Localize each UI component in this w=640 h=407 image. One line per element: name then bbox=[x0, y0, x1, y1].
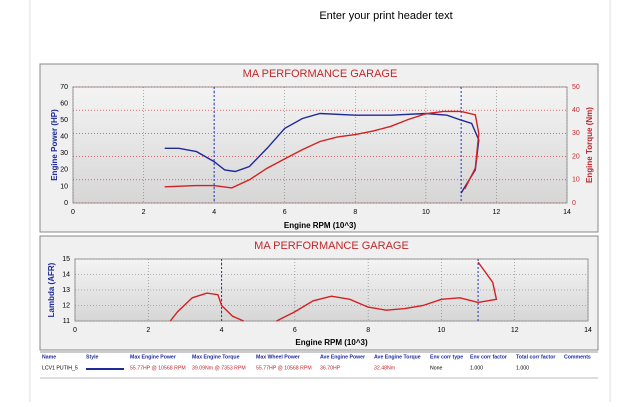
table-cell: 36.70HP bbox=[320, 365, 341, 371]
x-tick-label: 0 bbox=[71, 209, 75, 216]
x-tick-label: 14 bbox=[584, 327, 592, 334]
x-tick-label: 4 bbox=[220, 327, 224, 334]
column-header: Env corr type bbox=[430, 354, 463, 360]
header: Enter your print header text bbox=[319, 10, 452, 22]
y-tick-label: 70 bbox=[60, 84, 68, 91]
y-tick-label: 50 bbox=[60, 117, 68, 124]
plot-area bbox=[72, 86, 568, 204]
column-header: Max Wheel Power bbox=[256, 354, 300, 360]
column-header: Env corr factor bbox=[470, 354, 507, 360]
table-cell: 39.09Nm @ 7353 RPM bbox=[192, 365, 246, 371]
y-tick-label: 10 bbox=[60, 183, 68, 190]
x-tick-label: 6 bbox=[283, 209, 287, 216]
table-cell: LCV1 PUTIH_5 bbox=[42, 365, 78, 371]
table-cell: 32.48Nm bbox=[374, 365, 395, 371]
y2-axis-label: Engine Torque (Nm) bbox=[585, 107, 594, 183]
chart-title: MA PERFORMANCE GARAGE bbox=[254, 240, 409, 252]
series-line bbox=[169, 261, 498, 322]
table-cell: 1.000 bbox=[516, 365, 529, 371]
series-line bbox=[164, 112, 480, 194]
y2-tick-label: 40 bbox=[572, 107, 580, 114]
column-header: Ave Engine Power bbox=[320, 354, 365, 360]
y-tick-label: 12 bbox=[62, 302, 70, 309]
y-tick-label: 40 bbox=[60, 134, 68, 141]
y-tick-label: 15 bbox=[62, 256, 70, 263]
chart-title: MA PERFORMANCE GARAGE bbox=[243, 68, 398, 80]
x-tick-label: 12 bbox=[511, 327, 519, 334]
x-tick-label: 8 bbox=[366, 327, 370, 334]
column-header: Style bbox=[86, 354, 99, 360]
column-header: Max Engine Torque bbox=[192, 354, 240, 360]
column-header: Comments bbox=[564, 354, 591, 360]
table-cell: 55.77HP @ 10568 RPM bbox=[256, 365, 312, 371]
x-tick-label: 10 bbox=[422, 209, 430, 216]
x-tick-label: 14 bbox=[563, 209, 571, 216]
y-tick-label: 14 bbox=[62, 271, 70, 278]
y2-tick-label: 20 bbox=[572, 153, 580, 160]
y-tick-label: 20 bbox=[60, 167, 68, 174]
y-tick-label: 13 bbox=[62, 287, 70, 294]
y-axis-label: Engine Power (HP) bbox=[50, 109, 59, 181]
x-tick-label: 10 bbox=[438, 327, 446, 334]
y2-tick-label: 30 bbox=[572, 130, 580, 137]
y-tick-label: 30 bbox=[60, 150, 68, 157]
x-tick-label: 6 bbox=[293, 327, 297, 334]
plot-area bbox=[74, 258, 589, 322]
column-header: Ave Engine Torque bbox=[374, 354, 421, 360]
table-cell: 1.000 bbox=[470, 365, 483, 371]
y2-tick-label: 50 bbox=[572, 84, 580, 91]
column-header: Name bbox=[42, 354, 56, 360]
column-header: Total corr factor bbox=[516, 354, 555, 360]
series-line bbox=[164, 110, 480, 190]
x-tick-label: 4 bbox=[212, 209, 216, 216]
column-header: Max Engine Power bbox=[130, 354, 176, 360]
x-tick-label: 0 bbox=[73, 327, 77, 334]
x-axis-label: Engine RPM (10^3) bbox=[295, 338, 368, 347]
table: Name Style Max Engine Power Max Engine Torq… bbox=[40, 351, 598, 379]
y-tick-label: 0 bbox=[64, 200, 68, 207]
y-tick-label: 11 bbox=[63, 318, 70, 325]
x-tick-label: 2 bbox=[146, 327, 150, 334]
y-axis-label: Lambda (AFR) bbox=[47, 262, 56, 317]
x-axis-label: Engine RPM (10^3) bbox=[284, 221, 357, 230]
y2-tick-label: 10 bbox=[572, 177, 580, 184]
x-tick-label: 8 bbox=[353, 209, 357, 216]
x-tick-label: 2 bbox=[142, 209, 146, 216]
table-cell: 55.77HP @ 10568 RPM bbox=[130, 365, 186, 371]
table-cell: None bbox=[430, 365, 443, 371]
x-tick-label: 12 bbox=[493, 209, 501, 216]
y-tick-label: 60 bbox=[60, 100, 68, 107]
y2-tick-label: 0 bbox=[572, 200, 576, 207]
